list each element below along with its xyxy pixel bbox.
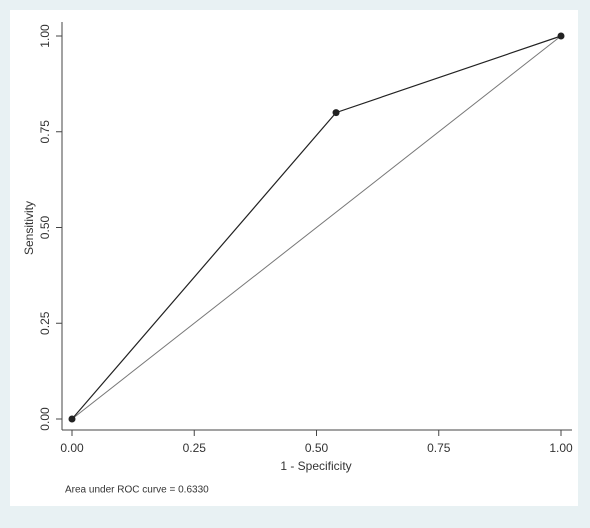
y-tick-label: 1.00 xyxy=(38,24,52,48)
x-tick-label: 0.00 xyxy=(60,441,84,455)
x-axis-title: 1 - Specificity xyxy=(280,459,351,473)
roc-point xyxy=(557,32,565,40)
roc-point xyxy=(68,415,76,423)
x-tick-label: 1.00 xyxy=(549,441,573,455)
y-tick-label: 0.25 xyxy=(38,311,52,335)
annotation: Area under ROC curve = 0.6330 xyxy=(65,485,209,496)
reference-line xyxy=(71,35,562,420)
y-tick-label: 0.00 xyxy=(38,407,52,431)
x-tick-label: 0.75 xyxy=(427,441,451,455)
y-tick-label: 0.75 xyxy=(38,120,52,144)
x-tick-label: 0.25 xyxy=(183,441,207,455)
graph-region xyxy=(10,10,578,506)
x-tick-label: 0.50 xyxy=(305,441,329,455)
y-axis-title: Sensitivity xyxy=(22,201,36,255)
roc-point xyxy=(332,109,340,117)
y-tick-label: 0.50 xyxy=(38,215,52,239)
